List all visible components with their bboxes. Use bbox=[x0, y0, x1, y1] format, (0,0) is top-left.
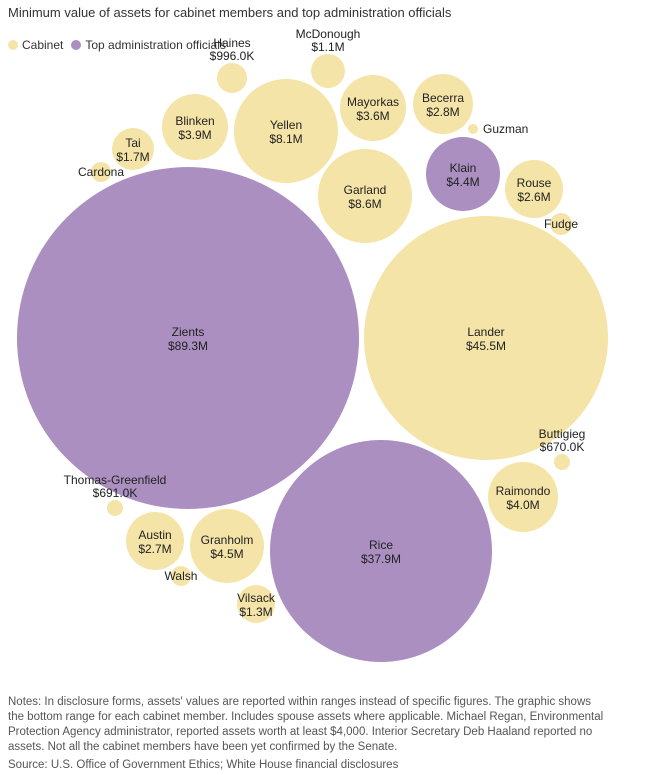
bubble-becerra bbox=[413, 74, 473, 134]
chart-title: Minimum value of assets for cabinet memb… bbox=[8, 5, 452, 20]
bubble-rouse bbox=[505, 160, 563, 218]
bubble-fudge-name: Fudge bbox=[544, 217, 578, 231]
bubble-thomas-greenfield bbox=[107, 500, 123, 516]
bubble-blinken-value: $3.9M bbox=[178, 128, 211, 142]
bubble-fudge bbox=[550, 213, 572, 235]
bubble-cardona-name: Cardona bbox=[78, 165, 124, 179]
bubble-austin bbox=[126, 512, 184, 570]
bubble-buttigieg bbox=[554, 454, 570, 470]
bubble-zients bbox=[17, 167, 359, 509]
bubble-mayorkas bbox=[340, 75, 406, 141]
bubble-mayorkas-name: Mayorkas bbox=[347, 95, 399, 109]
bubble-granholm-name: Granholm bbox=[201, 533, 254, 547]
bubble-cardona bbox=[91, 162, 111, 182]
legend-swatch-cabinet bbox=[8, 40, 18, 50]
bubble-vilsack-name: Vilsack bbox=[237, 591, 276, 605]
bubble-lander-value: $45.5M bbox=[466, 339, 506, 353]
bubble-rice bbox=[270, 440, 492, 662]
legend-item-cabinet: Cabinet bbox=[8, 38, 63, 52]
bubble-thomas-greenfield-value: $691.0K bbox=[93, 486, 138, 500]
bubble-zients-value: $89.3M bbox=[168, 339, 208, 353]
bubble-garland-name: Garland bbox=[344, 183, 387, 197]
bubble-haines-name: Haines bbox=[213, 36, 250, 50]
bubble-tai-value: $1.7M bbox=[116, 150, 149, 164]
bubble-becerra-value: $2.8M bbox=[426, 105, 459, 119]
source: Source: U.S. Office of Government Ethics… bbox=[8, 759, 399, 771]
bubble-garland bbox=[318, 149, 412, 243]
bubble-chart: Zients$89.3M Lander$45.5M Rice$37.9M Garlan… bbox=[17, 27, 608, 662]
bubble-rice-name: Rice bbox=[369, 538, 393, 552]
bubble-granholm-value: $4.5M bbox=[210, 547, 243, 561]
bubble-buttigieg-value: $670.0K bbox=[540, 440, 585, 454]
bubble-guzman-name: Guzman bbox=[483, 122, 528, 136]
bubble-tai bbox=[112, 128, 154, 170]
bubble-raimondo-name: Raimondo bbox=[496, 484, 551, 498]
bubble-guzman bbox=[468, 124, 478, 134]
bubble-buttigieg-name: Buttigieg bbox=[539, 427, 586, 441]
notes: Notes: In disclosure forms, assets' valu… bbox=[8, 696, 604, 753]
bubble-granholm bbox=[190, 509, 264, 583]
bubble-yellen-value: $8.1M bbox=[269, 132, 302, 146]
bubble-thomas-greenfield-name: Thomas-Greenfield bbox=[64, 473, 167, 487]
bubble-klain bbox=[426, 137, 500, 211]
bubble-vilsack-value: $1.3M bbox=[239, 605, 272, 619]
bubble-becerra-name: Becerra bbox=[422, 91, 464, 105]
bubble-mcdonough-name: McDonough bbox=[296, 27, 361, 41]
bubble-austin-name: Austin bbox=[138, 528, 171, 542]
bubble-klain-value: $4.4M bbox=[446, 175, 479, 189]
legend-swatch-top bbox=[71, 40, 82, 50]
bubble-rouse-name: Rouse bbox=[517, 176, 552, 190]
bubble-raimondo bbox=[488, 462, 558, 532]
bubble-garland-value: $8.6M bbox=[348, 197, 381, 211]
bubble-blinken bbox=[162, 94, 228, 160]
bubble-rice-value: $37.9M bbox=[361, 552, 401, 566]
bubble-lander-name: Lander bbox=[467, 325, 504, 339]
legend-label-cabinet: Cabinet bbox=[22, 38, 64, 52]
bubble-vilsack bbox=[237, 585, 275, 623]
legend-item-top: Top administration officials bbox=[71, 38, 226, 52]
legend: Cabinet Top administration officials bbox=[8, 38, 234, 52]
legend-label-top: Top administration officials bbox=[85, 38, 226, 52]
bubble-haines-value: $996.0K bbox=[210, 49, 255, 63]
bubble-rouse-value: $2.6M bbox=[517, 190, 550, 204]
bubble-yellen-name: Yellen bbox=[270, 118, 302, 132]
bubble-austin-value: $2.7M bbox=[138, 542, 171, 556]
bubble-mcdonough-value: $1.1M bbox=[311, 40, 344, 54]
bubble-mcdonough bbox=[311, 54, 345, 88]
bubble-haines bbox=[217, 63, 247, 93]
bubble-walsh bbox=[171, 566, 191, 586]
bubble-tai-name: Tai bbox=[125, 136, 140, 150]
bubble-walsh-name: Walsh bbox=[165, 569, 198, 583]
bubble-zients-name: Zients bbox=[172, 325, 205, 339]
bubble-klain-name: Klain bbox=[450, 161, 477, 175]
bubble-blinken-name: Blinken bbox=[175, 114, 214, 128]
bubble-lander bbox=[364, 216, 608, 460]
bubble-raimondo-value: $4.0M bbox=[506, 498, 539, 512]
bubble-yellen bbox=[234, 79, 338, 183]
bubble-mayorkas-value: $3.6M bbox=[356, 109, 389, 123]
